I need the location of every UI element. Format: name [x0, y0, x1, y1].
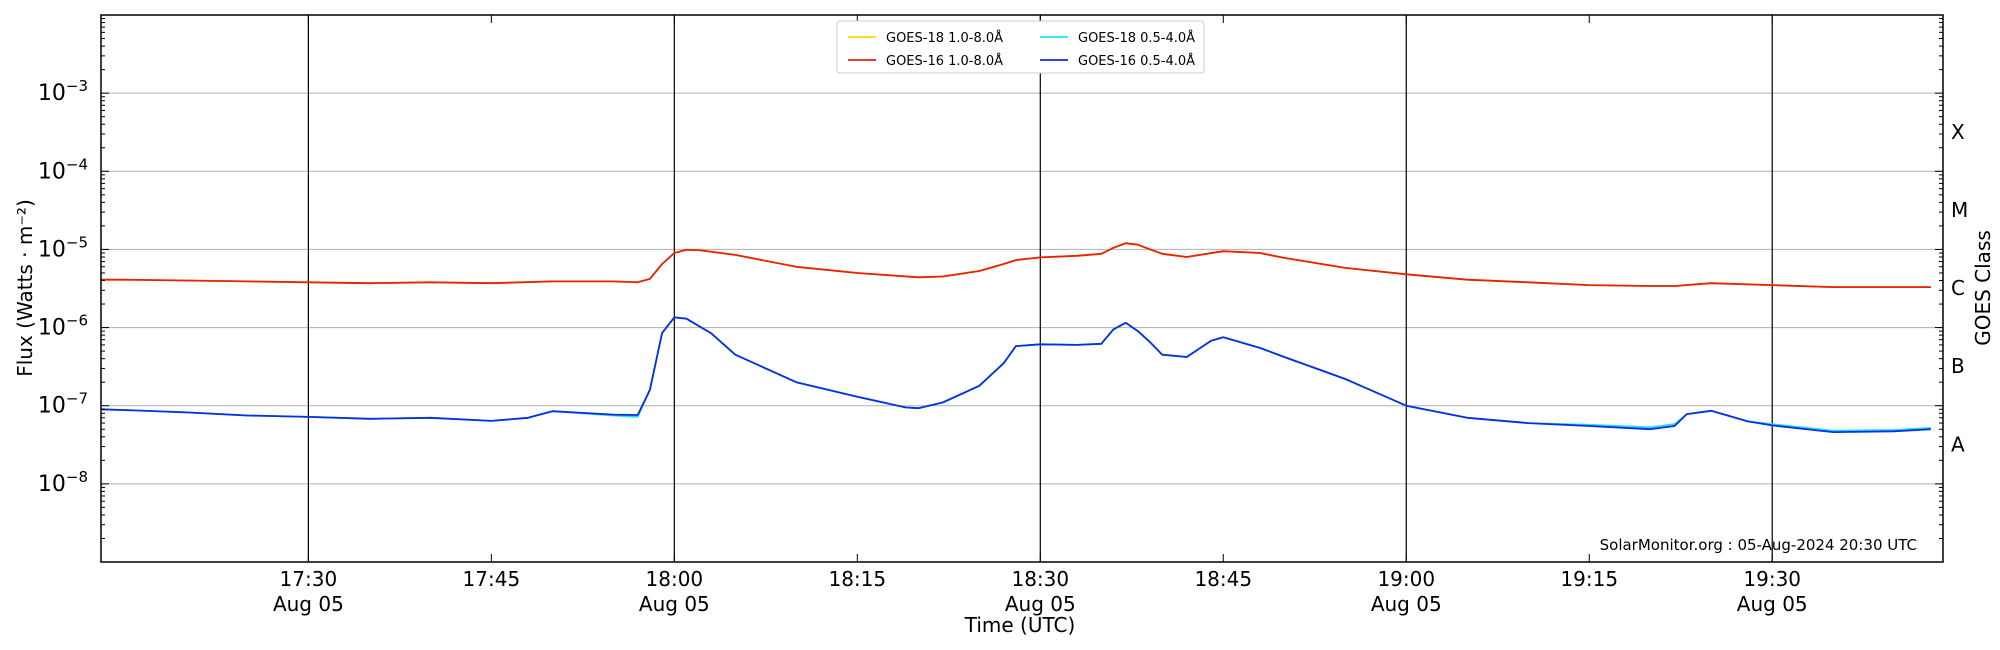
x-tick-label: 19:15	[1560, 567, 1618, 591]
goes-class-x: X	[1951, 120, 1965, 144]
series-line-3	[100, 316, 1931, 434]
y-axis-label: Flux (Watts · m⁻²)	[13, 199, 37, 377]
x-tick-date-label: Aug 05	[1005, 592, 1076, 616]
y-tick-label: 10−4	[38, 155, 88, 184]
legend-label-3: GOES-16 0.5-4.0Å	[1078, 53, 1195, 69]
goes-class-labels: A B C M X	[1951, 120, 1968, 457]
goes-class-m: M	[1951, 198, 1968, 222]
x-tick-date-label: Aug 05	[1737, 592, 1808, 616]
legend-label-2: GOES-18 0.5-4.0Å	[1078, 30, 1195, 46]
legend-label-1: GOES-16 1.0-8.0Å	[886, 53, 1003, 69]
y-tick-label: 10−3	[38, 77, 88, 106]
x-tick-label: 17:30	[280, 567, 338, 591]
x-axis-label: Time (UTC)	[964, 613, 1076, 637]
flux-series	[100, 242, 1931, 434]
horizontal-gridlines	[101, 92, 1943, 485]
plot-frame	[100, 14, 1944, 563]
x-tick-label: 18:30	[1011, 567, 1069, 591]
goes-class-b: B	[1951, 354, 1965, 378]
legend: GOES-18 1.0-8.0Å GOES-16 1.0-8.0Å GOES-18 …	[836, 20, 1205, 74]
y-tick-label: 10−7	[38, 390, 88, 419]
x-tick-date-label: Aug 05	[273, 592, 344, 616]
legend-label-0: GOES-18 1.0-8.0Å	[886, 30, 1003, 46]
goes-class-a: A	[1951, 432, 1965, 456]
goes-class-c: C	[1951, 276, 1965, 300]
x-tick-label: 18:45	[1194, 567, 1252, 591]
y-tick-label: 10−8	[38, 468, 88, 497]
y-axis-ticks: 10−8 10−7 10−6 10−5 10−4 10−3	[38, 14, 1943, 563]
goes-class-axis-label: GOES Class	[1971, 230, 1995, 346]
legend-items: GOES-18 1.0-8.0Å GOES-16 1.0-8.0Å GOES-18 …	[848, 30, 1195, 69]
x-tick-date-label: Aug 05	[639, 592, 710, 616]
x-tick-date-label: Aug 05	[1371, 592, 1442, 616]
x-tick-label: 18:00	[646, 567, 704, 591]
y-tick-label: 10−6	[38, 312, 88, 341]
footer-credit: SolarMonitor.org : 05-Aug-2024 20:30 UTC	[1600, 536, 1917, 554]
legend-box	[836, 20, 1205, 74]
vertical-time-lines	[307, 15, 1773, 562]
x-tick-label: 19:30	[1743, 567, 1801, 591]
series-line-1	[101, 242, 1931, 289]
x-tick-label: 18:15	[828, 567, 886, 591]
x-tick-label: 19:00	[1377, 567, 1435, 591]
x-tick-label: 17:45	[463, 567, 521, 591]
y-tick-label: 10−5	[38, 233, 88, 262]
